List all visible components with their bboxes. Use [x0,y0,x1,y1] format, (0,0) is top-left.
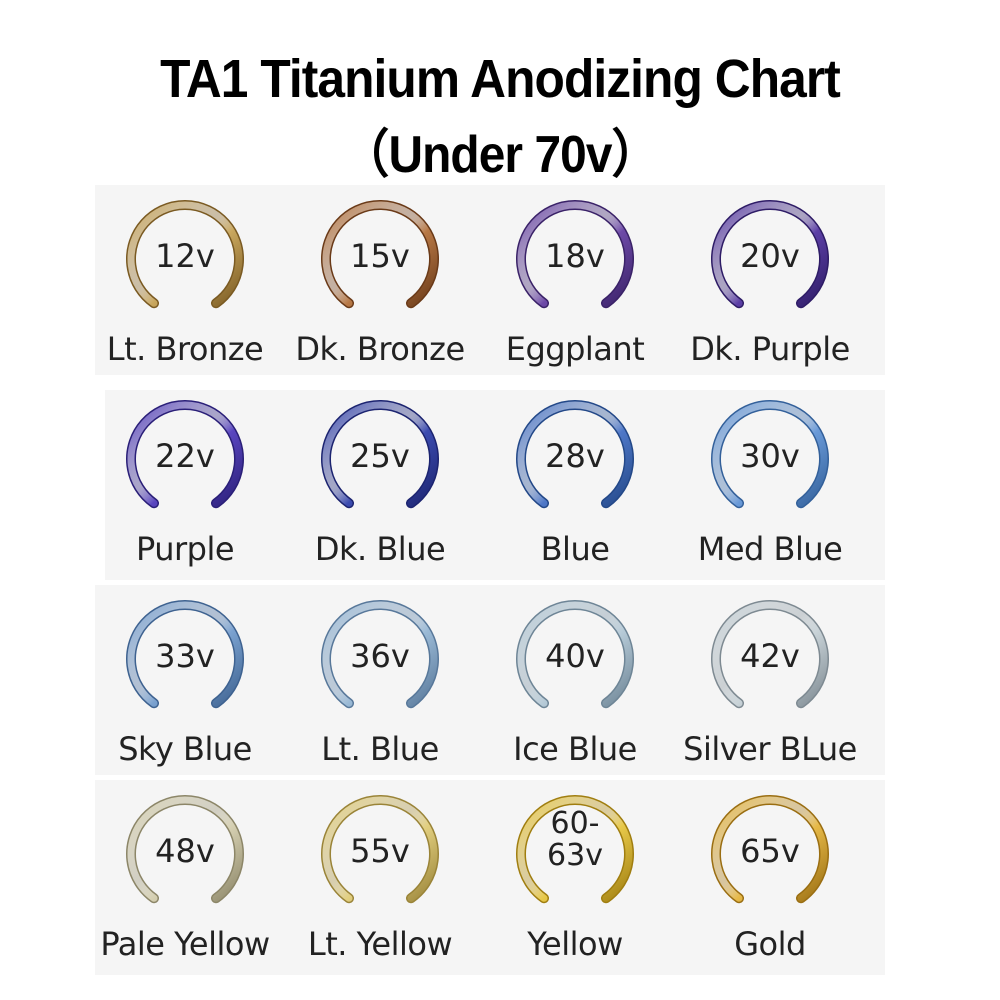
row-panel [95,585,885,775]
color-name-label: Lt. Bronze [106,330,264,368]
color-name-label: Pale Yellow [100,925,270,963]
color-name-label: Purple [135,530,235,568]
voltage-label: 60- 63v [475,808,675,872]
ring-icon [321,795,439,904]
ring-item: 40v Ice Blue [475,585,665,775]
ring-icon [516,795,634,904]
voltage-label: 65v [740,832,800,870]
ring-item: 60- 63v Yellow [475,780,665,970]
voltage-label: 42v [740,637,800,675]
ring-item: 48v Pale Yellow [85,780,275,970]
ring-icon [516,400,634,509]
ring-icon [126,400,244,509]
ring-item: 30v Med Blue [670,385,860,575]
voltage-label: 30v [740,437,800,475]
voltage-label-line: 63v [547,838,603,873]
voltage-label: 33v [155,637,215,675]
chart-title: TA1 Titanium Anodizing Chart [160,49,841,109]
voltage-label: 36v [350,637,410,675]
ring-item: 25v Dk. Blue [280,385,470,575]
ring-icon [711,400,829,509]
color-name-label: Lt. Blue [321,730,439,768]
voltage-label: 28v [545,437,605,475]
ring-icon [126,795,244,904]
ring-item: 36v Lt. Blue [280,585,470,775]
voltage-label: 55v [350,832,410,870]
ring-item: 15v Dk. Bronze [280,185,470,375]
ring-icon [321,600,439,709]
ring-icon [126,600,244,709]
color-name-label: Dk. Purple [690,330,850,368]
ring-icon [516,200,634,309]
ring-icon [126,200,244,309]
voltage-label: 25v [350,437,410,475]
color-name-label: Med Blue [697,530,843,568]
voltage-label-line: 60- [550,806,600,841]
chart-subtitle: （Under 70v） [341,126,660,184]
ring-item: 22v Purple [85,385,275,575]
color-name-label: Ice Blue [513,730,637,768]
color-name-label: Yellow [527,925,623,963]
ring-icon [321,400,439,509]
ring-item: 12v Lt. Bronze [85,185,275,375]
color-name-label: Sky Blue [118,730,252,768]
voltage-label: 18v [545,237,605,275]
voltage-label: 20v [740,237,800,275]
voltage-label: 22v [155,437,215,475]
voltage-label: 40v [545,637,605,675]
ring-grid: 12v Lt. Bronze 15v Dk. Bronze 18v Eggplant 20v… [95,185,885,975]
ring-icon [711,795,829,904]
ring-item: 42v Silver BLue [670,585,860,775]
ring-icon [711,600,829,709]
ring-item: 55v Lt. Yellow [280,780,470,970]
ring-item: 33v Sky Blue [85,585,275,775]
ring-icon [516,600,634,709]
voltage-label: 12v [155,237,215,275]
color-name-label: Blue [540,530,610,568]
color-name-label: Silver BLue [683,730,857,768]
voltage-label: 15v [350,237,410,275]
ring-item: 65v Gold [670,780,860,970]
color-name-label: Eggplant [505,330,645,368]
row-panel [95,185,885,375]
ring-item: 28v Blue [475,385,665,575]
ring-item: 20v Dk. Purple [670,185,860,375]
color-name-label: Gold [734,925,806,963]
voltage-label: 48v [155,832,215,870]
ring-item: 18v Eggplant [475,185,665,375]
color-name-label: Dk. Blue [314,530,446,568]
color-name-label: Lt. Yellow [307,925,453,963]
ring-icon [711,200,829,309]
color-name-label: Dk. Bronze [295,330,465,368]
ring-icon [321,200,439,309]
